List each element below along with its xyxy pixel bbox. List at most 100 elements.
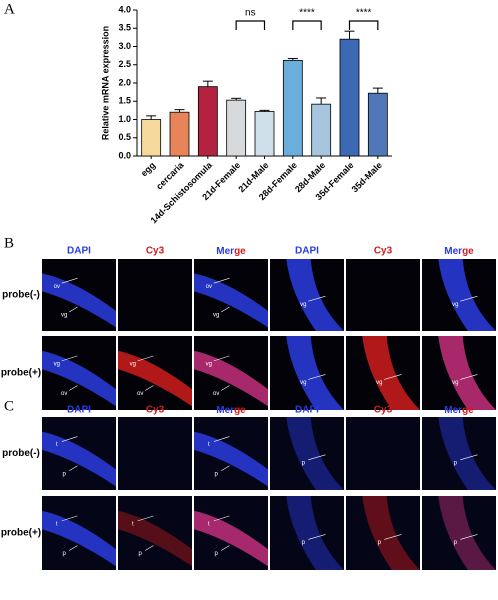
error-bar <box>316 97 327 105</box>
micrograph: p <box>346 496 420 570</box>
column-header: Merge <box>444 405 474 416</box>
significance-bracket <box>235 20 266 30</box>
annotation-pointer <box>145 385 154 391</box>
image-annotation: ov <box>137 391 143 397</box>
error-bar <box>231 97 242 101</box>
image-annotation: t <box>208 442 210 448</box>
micrograph: p <box>422 496 496 570</box>
image-annotation: vg <box>213 313 219 319</box>
specimen <box>42 350 116 407</box>
specimen <box>194 431 268 487</box>
row-label: probe(+) <box>1 368 41 379</box>
image-annotation: vg <box>300 380 306 386</box>
column-header: DAPI <box>67 246 91 257</box>
bar <box>169 111 190 157</box>
specimen <box>194 510 268 567</box>
y-tick-label: 0.0 <box>118 150 131 160</box>
significance-bracket <box>348 20 379 30</box>
specimen <box>438 336 496 410</box>
specimen <box>42 510 116 567</box>
micrograph: p <box>422 417 496 490</box>
micrograph: ov vg <box>42 259 116 331</box>
image-background <box>118 417 192 490</box>
bar <box>282 59 303 157</box>
micrograph: vg ov <box>118 336 192 410</box>
specimen <box>362 336 420 410</box>
annotation-pointer <box>308 454 326 461</box>
annotation-pointer <box>61 355 78 362</box>
image-annotation: vg <box>61 313 67 319</box>
annotation-pointer <box>308 534 326 540</box>
significance-label: ns <box>245 8 256 19</box>
annotation-pointer <box>221 465 230 472</box>
annotation-pointer <box>460 374 478 380</box>
error-bar <box>287 58 298 61</box>
annotation-pointer <box>221 545 230 551</box>
error-bar <box>174 109 185 113</box>
micrograph <box>346 417 420 490</box>
image-background <box>346 496 420 570</box>
specimen <box>286 417 344 490</box>
annotation-pointer <box>69 465 78 472</box>
significance-label: **** <box>356 8 372 19</box>
bar <box>311 103 332 157</box>
specimen <box>118 510 192 567</box>
panel-letter: A <box>4 1 15 17</box>
x-tick-label: egg <box>139 160 157 178</box>
image-annotation: vg <box>54 361 60 367</box>
image-annotation: vg <box>300 302 306 308</box>
specimen <box>286 259 344 331</box>
micrograph: vg ov <box>42 336 116 410</box>
y-tick-label: 3.0 <box>118 41 131 51</box>
specimen <box>438 417 496 490</box>
specimen <box>42 431 116 487</box>
bar <box>339 38 360 157</box>
row-label: probe(-) <box>2 290 40 301</box>
panel-letter: B <box>4 235 14 251</box>
micrograph: vg <box>422 259 496 331</box>
micrograph: vg ov <box>194 336 268 410</box>
micrograph: p <box>270 496 344 570</box>
image-annotation: t <box>56 442 58 448</box>
micrograph: vg <box>270 336 344 410</box>
y-tick-label: 1.5 <box>118 96 131 106</box>
annotation-pointer <box>213 355 230 362</box>
specimen <box>286 336 344 410</box>
annotation-pointer <box>308 295 326 302</box>
bar <box>367 92 388 157</box>
annotation-pointer <box>61 515 78 522</box>
image-annotation: ov <box>213 391 219 397</box>
bar <box>141 119 162 157</box>
error-bar <box>259 109 270 112</box>
column-header: DAPI <box>295 405 319 416</box>
column-header: DAPI <box>67 405 91 416</box>
column-header: Cy3 <box>374 246 393 257</box>
y-tick-label: 4.0 <box>118 4 131 14</box>
micrograph: tp <box>194 417 268 490</box>
image-annotation: vg <box>452 302 458 308</box>
micrograph: tp <box>42 417 116 490</box>
micrograph: tp <box>42 496 116 570</box>
image-annotation: vg <box>206 361 212 367</box>
row-label: probe(+) <box>1 528 41 539</box>
image-annotation: t <box>132 521 134 527</box>
image-annotation: vg <box>452 380 458 386</box>
bar <box>226 99 247 157</box>
specimen <box>286 496 344 570</box>
y-tick-label: 1.0 <box>118 114 131 124</box>
error-bar <box>202 80 213 87</box>
annotation-pointer <box>384 374 402 380</box>
image-annotation: vg <box>130 361 136 367</box>
image-annotation: ov <box>206 284 212 290</box>
panel-letter: C <box>4 398 14 414</box>
annotation-pointer <box>221 306 230 313</box>
annotation-pointer <box>145 545 154 551</box>
image-annotation: t <box>56 521 58 527</box>
column-header: Cy3 <box>146 405 165 416</box>
bar <box>197 86 218 157</box>
image-background <box>422 496 496 570</box>
specimen <box>118 350 192 407</box>
annotation-pointer <box>460 454 478 461</box>
annotation-pointer <box>213 515 230 522</box>
